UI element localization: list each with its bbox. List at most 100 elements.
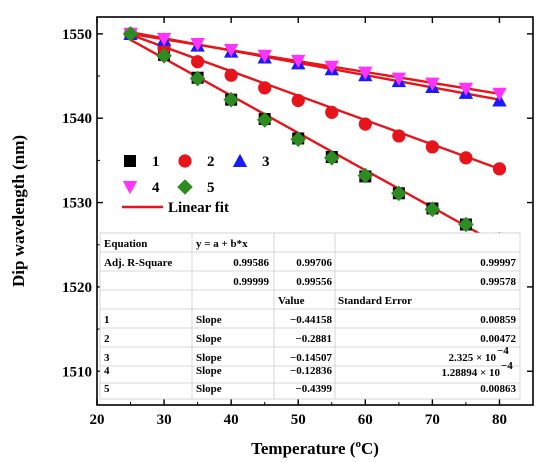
row-3-value: −0.14507 [290, 352, 333, 364]
row-1-value: −0.44158 [290, 314, 333, 326]
x-axis-title-end: C) [361, 439, 379, 458]
series-4-point [425, 77, 440, 91]
fit-table-background [99, 232, 521, 400]
legend-marker-3 [232, 153, 248, 167]
row-3-error: 2.325 × 10 [448, 352, 496, 364]
y-tick-label: 1540 [62, 111, 92, 127]
row-2-error: 0.00472 [480, 333, 516, 345]
series-4-point [324, 60, 339, 74]
r-square-5: 0.99556 [296, 276, 332, 288]
r-square-6: 0.99578 [480, 276, 516, 288]
x-tick-label: 40 [224, 412, 239, 428]
fit-line-4 [130, 32, 500, 95]
x-axis-title: Temperature (oC) [251, 438, 379, 458]
series-4-point [190, 37, 205, 52]
legend-label-5: 5 [207, 180, 215, 196]
series-2-point [258, 81, 272, 95]
row-4-id: 4 [104, 365, 110, 377]
legend-marker-4 [122, 181, 138, 195]
r-square-2: 0.99706 [296, 257, 332, 269]
x-tick-label: 30 [157, 412, 172, 428]
row-1-id: 1 [104, 314, 110, 326]
fit-table: Equation y = a + b*x Adj. R-Square 0.995… [99, 232, 521, 400]
axes: 20 30 40 50 60 70 80 1510 1520 1530 1540 1550 [62, 17, 533, 428]
series-5-point [424, 201, 441, 218]
series-4-point [391, 72, 407, 86]
legend-marker-5 [177, 179, 193, 195]
row-3-param: Slope [196, 352, 222, 364]
series-2-point [492, 162, 507, 176]
legend: 1 2 3 4 5 Linear fit [122, 153, 270, 216]
series-5-point [189, 70, 206, 87]
row-4-param: Slope [196, 365, 222, 377]
series-2-point [191, 55, 205, 69]
x-tick-label: 50 [291, 412, 306, 428]
y-axis-title: Dip wavelength (nm) [9, 135, 28, 287]
row-2-id: 2 [104, 333, 110, 345]
y-tick-label: 1520 [62, 280, 92, 296]
legend-marker-2 [178, 154, 192, 168]
row-3-error-exponent: −4 [497, 345, 509, 357]
x-axis-title-main: Temperature ( [251, 439, 356, 458]
std-error-header: Standard Error [338, 295, 412, 307]
row-2-param: Slope [196, 333, 222, 345]
series-4-point [458, 82, 474, 96]
series-4-point [492, 87, 507, 101]
adj-r-square-label: Adj. R-Square [104, 257, 172, 269]
fit-table-grid [100, 233, 520, 399]
legend-fit-label: Linear fit [168, 200, 229, 216]
row-5-error: 0.00863 [480, 383, 516, 395]
plot-frame [96, 16, 534, 406]
x-tick-label: 60 [358, 412, 373, 428]
row-4-value: −0.12836 [290, 365, 333, 377]
series-5-point [357, 167, 374, 184]
equation-label: Equation [104, 238, 147, 250]
legend-label-4: 4 [152, 180, 160, 196]
series-2-point [425, 140, 439, 154]
series-5-point [290, 131, 307, 148]
series-2-point [224, 68, 238, 82]
row-5-param: Slope [196, 383, 222, 395]
legend-label-3: 3 [262, 154, 270, 170]
r-square-4: 0.99999 [233, 276, 269, 288]
series-5-point [122, 26, 139, 42]
legend-label-1: 1 [152, 154, 160, 170]
series-5-point [223, 91, 239, 108]
y-tick-label: 1550 [62, 27, 92, 43]
row-5-value: −0.4399 [295, 383, 332, 395]
series-5-point [458, 216, 474, 233]
series-5-point [156, 48, 172, 64]
series-4-point [223, 43, 239, 58]
y-tick-label: 1530 [62, 196, 92, 212]
row-5-id: 5 [104, 383, 110, 395]
legend-label-2: 2 [207, 154, 215, 170]
fit-line-2 [130, 33, 500, 170]
value-header: Value [278, 295, 305, 307]
row-4-error: 1.28894 × 10 [441, 367, 500, 379]
series-2-point [325, 105, 339, 119]
y-tick-label: 1510 [62, 364, 92, 380]
series-4-point [257, 49, 272, 63]
equation-value: y = a + b*x [196, 238, 248, 250]
row-3-id: 3 [104, 352, 110, 364]
row-4-error-exponent: −4 [501, 360, 513, 372]
x-tick-label: 70 [425, 412, 440, 428]
row-2-value: −0.2881 [295, 333, 332, 345]
series-4-point [291, 54, 306, 69]
series-4-point [156, 32, 172, 47]
x-tick-label: 20 [90, 412, 105, 428]
series-2-point [358, 117, 372, 131]
legend-marker-1 [124, 155, 136, 167]
r-square-1: 0.99586 [233, 257, 269, 269]
row-1-param: Slope [196, 314, 222, 326]
series-5-point [256, 112, 273, 128]
r-square-3: 0.99997 [480, 257, 516, 269]
row-1-error: 0.00859 [480, 314, 516, 326]
series-4-point [358, 66, 373, 80]
series-5-point [391, 185, 407, 202]
series-2-point [291, 93, 305, 108]
series-2-point [392, 129, 406, 143]
x-tick-label: 80 [492, 412, 507, 428]
series-2-point [459, 151, 473, 165]
